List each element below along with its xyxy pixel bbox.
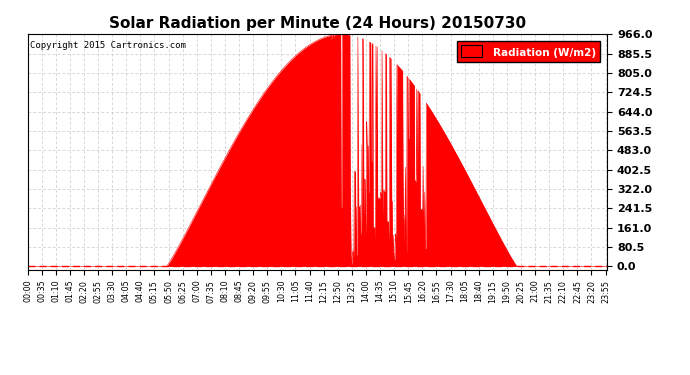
Text: Copyright 2015 Cartronics.com: Copyright 2015 Cartronics.com (30, 41, 186, 50)
Title: Solar Radiation per Minute (24 Hours) 20150730: Solar Radiation per Minute (24 Hours) 20… (109, 16, 526, 31)
Legend: Radiation (W/m2): Radiation (W/m2) (457, 41, 600, 62)
